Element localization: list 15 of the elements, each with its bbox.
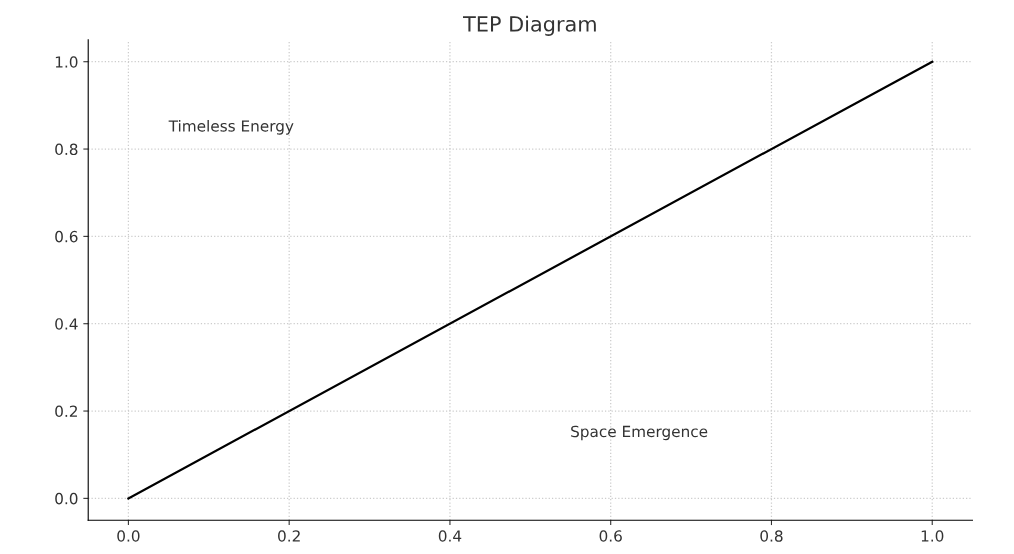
x-tick-label: 0.8 <box>760 530 783 542</box>
annotation: Timeless Energy <box>168 119 294 135</box>
x-tick-label: 1.0 <box>921 530 944 542</box>
y-tick-label: 0.2 <box>55 405 77 418</box>
y-tick-label: 0.0 <box>55 492 78 505</box>
x-tick-label: 0.2 <box>278 530 300 542</box>
y-tick-label: 0.4 <box>55 318 78 330</box>
y-tick-label: 0.6 <box>55 230 78 243</box>
y-tick-label: 0.8 <box>55 143 78 156</box>
annotation: Space Emergence <box>571 425 708 441</box>
x-tick-label: 0.6 <box>599 530 622 542</box>
x-tick-label: 0.0 <box>117 530 140 542</box>
x-tick-label: 0.4 <box>438 530 462 542</box>
y-tick-label: 1.0 <box>55 56 78 68</box>
chart-title: TEP Diagram <box>463 15 596 36</box>
